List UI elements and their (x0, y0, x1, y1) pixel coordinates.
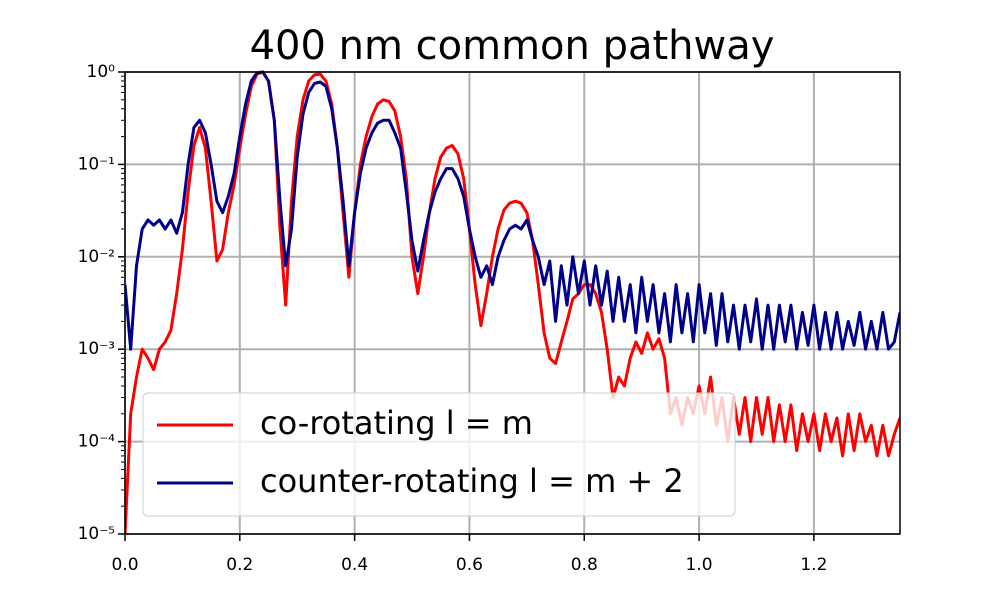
chart-title: 400 nm common pathway (250, 23, 775, 69)
legend-label: counter-rotating l = m + 2 (260, 462, 684, 500)
x-tick-label: 0.2 (226, 555, 253, 575)
legend-label: co-rotating l = m (260, 404, 533, 442)
plot-frame (124, 71, 901, 535)
y-tick-label: 10⁻³ (78, 339, 115, 359)
series-line (125, 70, 900, 535)
x-tick-label: 0.6 (456, 555, 483, 575)
x-tick-label: 0.8 (571, 555, 598, 575)
series-line (125, 70, 900, 351)
legend-box (142, 392, 736, 517)
y-tick-label: 10⁻² (78, 247, 115, 267)
x-tick-label: 0.0 (111, 555, 138, 575)
y-tick-label: 10⁻⁴ (78, 432, 116, 452)
x-tick-label: 1.2 (800, 555, 827, 575)
x-tick-label: 1.0 (686, 555, 713, 575)
y-tick-label: 10⁻⁵ (78, 524, 115, 544)
y-tick-label: 10⁻¹ (78, 154, 115, 174)
y-tick-label: 10⁰ (87, 62, 116, 82)
x-tick-label: 0.4 (341, 555, 368, 575)
legend: co-rotating l = m counter-rotating l = m … (142, 392, 736, 517)
